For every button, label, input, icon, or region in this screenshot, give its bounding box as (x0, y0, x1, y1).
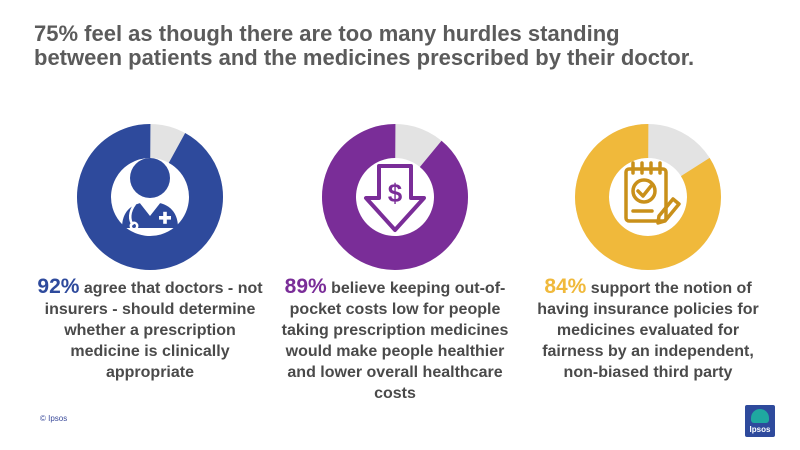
donut-svg: $ (322, 124, 468, 270)
donut-arc-84 (575, 124, 721, 270)
caption-text: support the notion of having insurance p… (537, 280, 759, 381)
doctor-icon (122, 158, 178, 231)
caption-doctors: 92% agree that doctors - not insurers - … (32, 276, 268, 383)
donut-chart-doctors (75, 122, 225, 272)
ipsos-logo: Ipsos (745, 405, 775, 437)
caption-fairness: 84% support the notion of having insuran… (530, 276, 766, 383)
donut-chart-costs: $ (320, 122, 470, 272)
donut-svg (575, 124, 721, 270)
title-line-1: 75% feel as though there are too many hu… (34, 21, 620, 46)
copyright-text: © Ipsos (40, 414, 68, 423)
caption-text: believe keeping out-of-pocket costs low … (281, 280, 509, 402)
caption-text: agree that doctors - not insurers - shou… (44, 280, 263, 381)
svg-text:$: $ (388, 178, 403, 208)
logo-mark (751, 409, 769, 423)
donut-arc-92 (77, 124, 223, 270)
percent-label: 89% (284, 275, 327, 298)
donut-svg (77, 124, 223, 270)
caption-costs: 89% believe keeping out-of-pocket costs … (277, 276, 513, 404)
donut-chart-fairness (573, 122, 723, 272)
donut-arc-89 (322, 124, 468, 270)
dollar-down-arrow-icon: $ (364, 164, 426, 232)
logo-text: Ipsos (749, 425, 771, 434)
page-title: 75% feel as though there are too many hu… (34, 22, 794, 70)
checklist-pencil-icon (624, 161, 681, 225)
title-line-2: between patients and the medicines presc… (34, 45, 695, 70)
percent-label: 84% (544, 275, 587, 298)
percent-label: 92% (37, 275, 80, 298)
